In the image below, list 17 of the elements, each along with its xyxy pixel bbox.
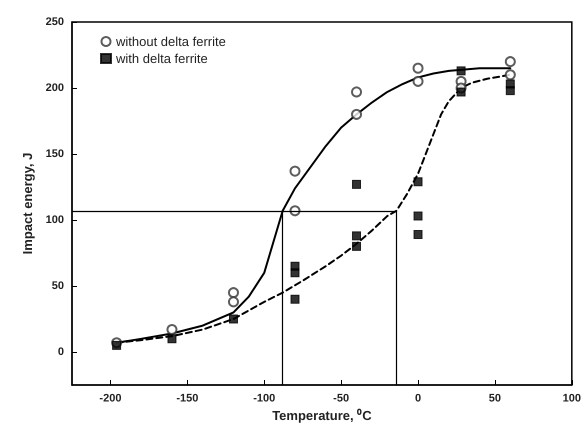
x-tick-label: -150 bbox=[176, 392, 198, 404]
x-tick-label: -100 bbox=[253, 392, 276, 404]
y-axis-title: Impact energy, J bbox=[20, 152, 35, 254]
x-tick-label: -200 bbox=[99, 392, 122, 404]
x-axis-title: Temperature, ⁰C bbox=[272, 408, 372, 423]
y-tick-label: 200 bbox=[46, 82, 64, 94]
legend-label: without delta ferrite bbox=[115, 34, 226, 49]
x-tick-label: 50 bbox=[488, 392, 502, 404]
x-tick-label: 100 bbox=[562, 392, 582, 404]
y-tick-label: 50 bbox=[52, 280, 64, 292]
x-tick-label: 0 bbox=[414, 392, 422, 404]
y-tick-label: 100 bbox=[46, 214, 64, 226]
legend-label: with delta ferrite bbox=[115, 51, 208, 66]
y-tick-label: 0 bbox=[58, 346, 64, 358]
y-tick-label: 250 bbox=[46, 16, 64, 28]
x-tick-label: -50 bbox=[333, 392, 350, 404]
y-tick-label: 150 bbox=[46, 148, 64, 160]
